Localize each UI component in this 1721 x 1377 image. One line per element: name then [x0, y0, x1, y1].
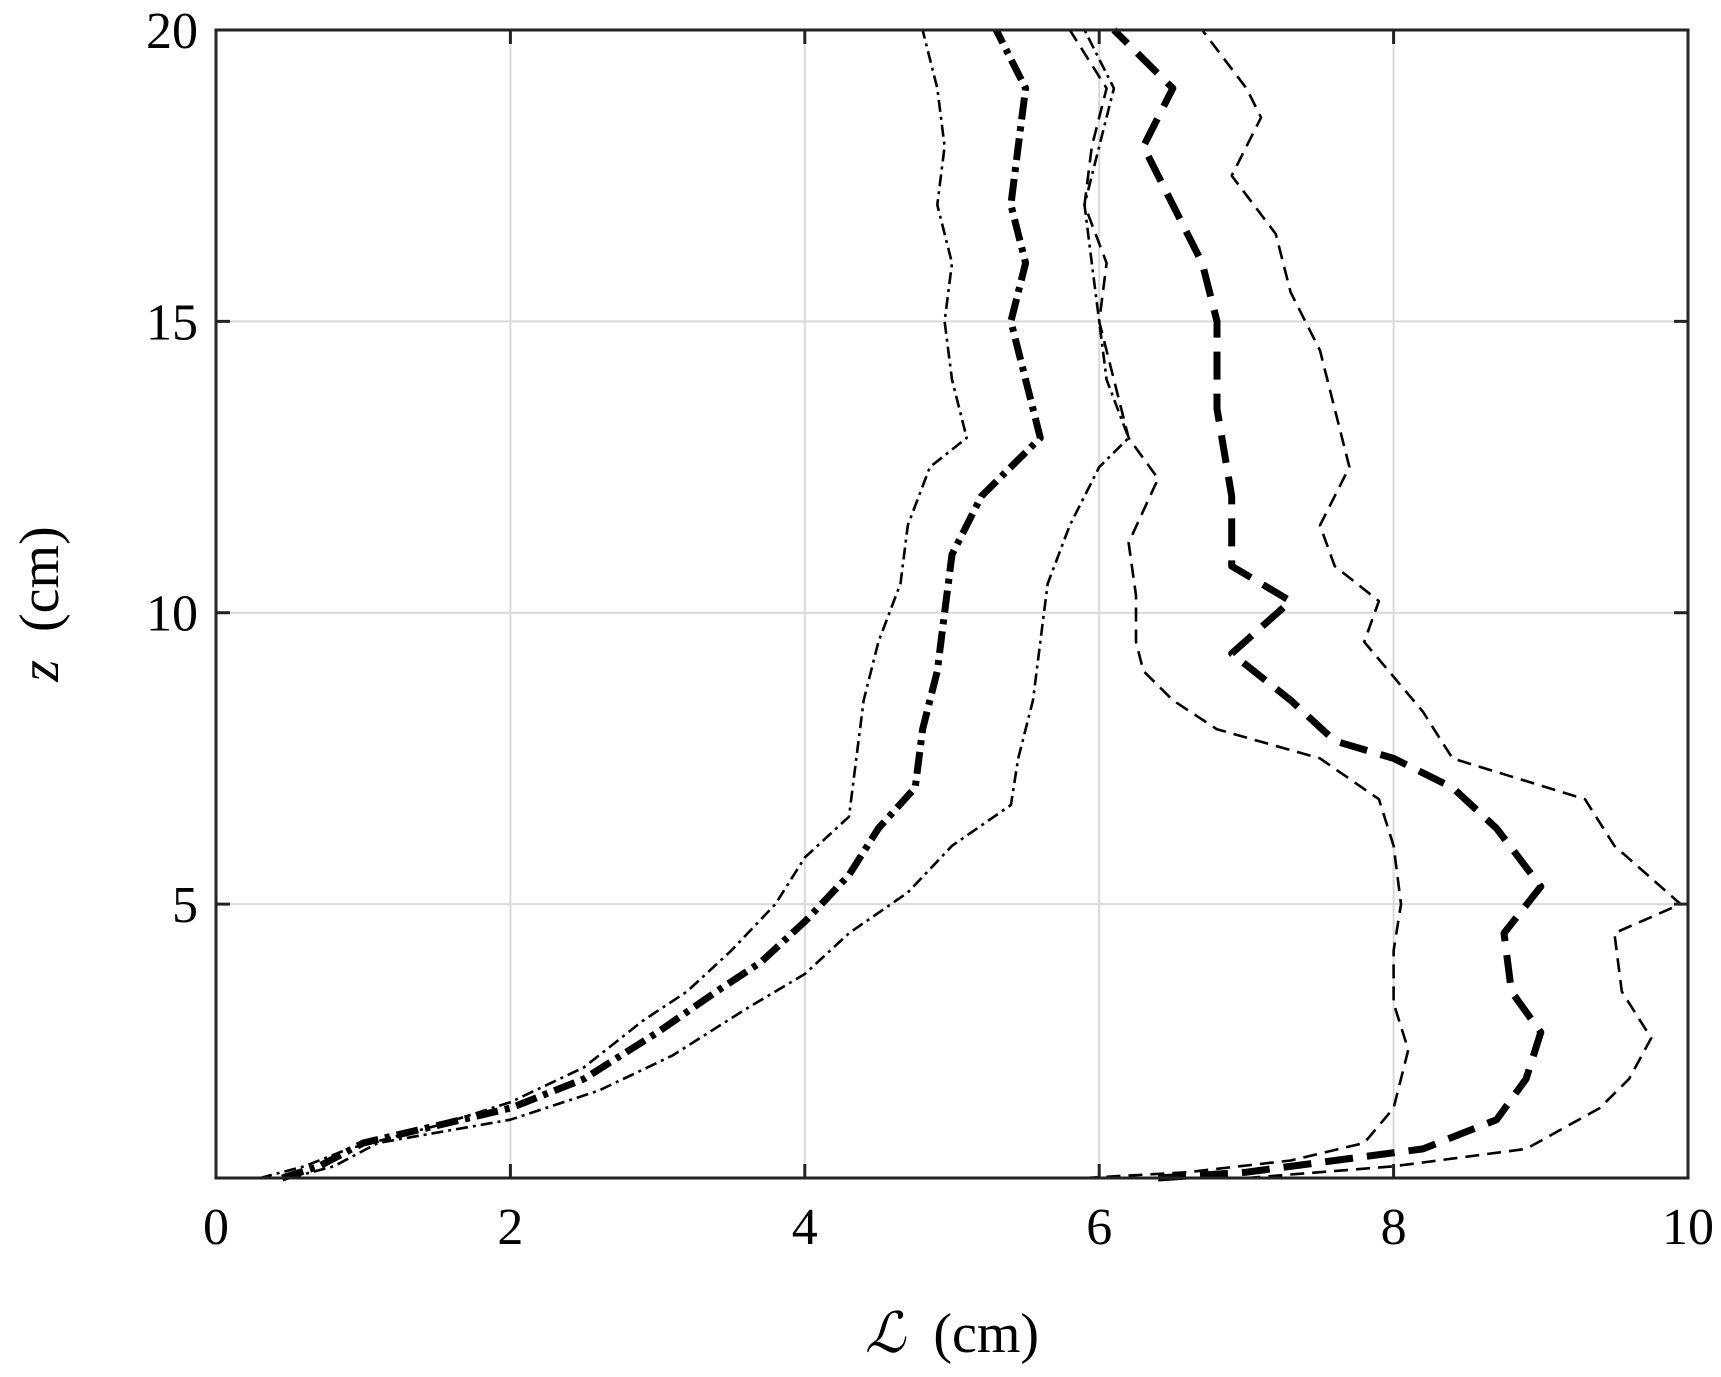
- x-tick-label: 10: [1662, 1199, 1714, 1256]
- y-tick-labels: 5 10 15 20: [146, 3, 198, 934]
- tick-marks: [214, 28, 1690, 1178]
- x-tick-label: 8: [1381, 1199, 1407, 1256]
- x-tick-labels: 0 2 4 6 8 10: [203, 1199, 1714, 1256]
- plot-frame: [214, 28, 1690, 1180]
- x-tick-label: 4: [792, 1199, 818, 1256]
- series-line-a-mean: [281, 28, 1044, 1182]
- x-axis-symbol: ℒ: [865, 1303, 907, 1365]
- y-tick-label: 10: [146, 586, 198, 643]
- series-line-b-upper: [1201, 29, 1682, 1180]
- series-line-b-mean: [1111, 27, 1545, 1182]
- y-tick-label: 15: [146, 294, 198, 351]
- y-tick-label: 20: [146, 3, 198, 60]
- series-line-b-lower: [1068, 29, 1410, 1180]
- y-axis-unit: (cm): [9, 526, 71, 632]
- y-axis-symbol: z: [9, 660, 71, 683]
- x-tick-label: 0: [203, 1199, 229, 1256]
- x-axis-label: ℒ (cm): [865, 1303, 1039, 1365]
- x-axis-unit: (cm): [933, 1303, 1039, 1365]
- y-tick-label: 5: [172, 877, 198, 934]
- series-line-a-upper: [289, 29, 1130, 1180]
- series-line-a-lower: [259, 29, 969, 1180]
- y-axis-label: z (cm): [9, 526, 71, 683]
- series-group: [259, 27, 1682, 1182]
- x-tick-label: 2: [497, 1199, 523, 1256]
- x-tick-label: 6: [1086, 1199, 1112, 1256]
- grid-lines: [216, 30, 1688, 1178]
